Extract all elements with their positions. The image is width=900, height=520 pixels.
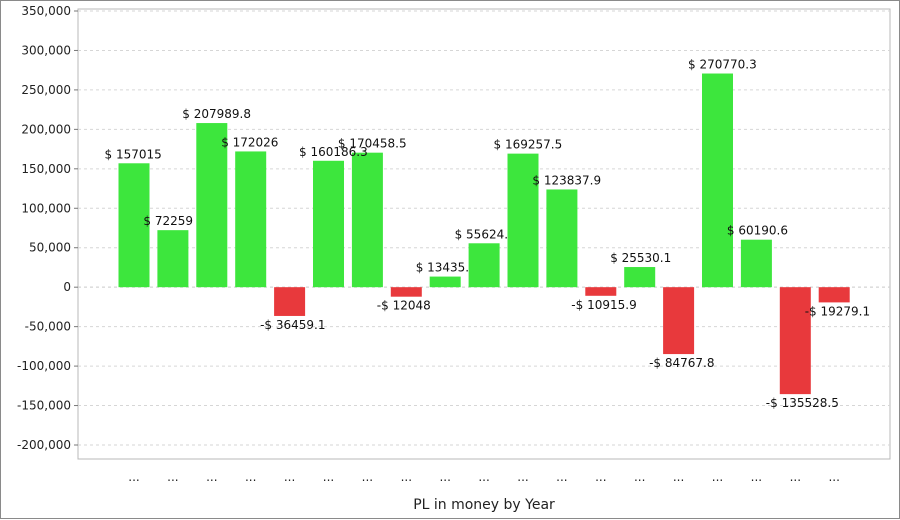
y-tick-label: -200,000	[17, 438, 71, 452]
y-tick-label: 200,000	[21, 122, 71, 136]
y-tick-label: 0	[63, 280, 71, 294]
bar[interactable]	[663, 287, 695, 355]
bar[interactable]	[740, 239, 772, 288]
y-tick-label: 250,000	[21, 83, 71, 97]
x-tick-label: ...	[556, 470, 567, 484]
x-tick-label: ...	[828, 470, 839, 484]
x-tick-label: ...	[284, 470, 295, 484]
data-label: -$ 84767.8	[649, 356, 714, 370]
x-tick-label: ...	[634, 470, 645, 484]
bar[interactable]	[624, 267, 656, 288]
data-label: $ 60190.6	[727, 224, 788, 238]
y-tick-label: 350,000	[21, 4, 71, 18]
bar[interactable]	[779, 287, 811, 395]
data-label: $ 207989.8	[182, 107, 251, 121]
y-tick-label: 150,000	[21, 162, 71, 176]
bar[interactable]	[818, 287, 850, 303]
bar[interactable]	[429, 276, 461, 288]
data-label: $ 170458.5	[338, 137, 407, 151]
x-tick-label: ...	[790, 470, 801, 484]
x-tick-label: ...	[673, 470, 684, 484]
bar[interactable]	[274, 287, 306, 316]
x-axis-title: PL in money by Year	[413, 497, 555, 513]
y-tick-label: 50,000	[29, 241, 71, 255]
data-label: -$ 19279.1	[805, 304, 870, 318]
y-tick-label: -150,000	[17, 399, 71, 413]
bar[interactable]	[546, 189, 578, 288]
data-label: $ 55624.	[455, 227, 508, 241]
bar[interactable]	[585, 287, 617, 296]
x-tick-label: ...	[478, 470, 489, 484]
data-label: $ 72259	[143, 214, 193, 228]
bar[interactable]	[702, 73, 733, 288]
bar[interactable]	[507, 153, 539, 288]
x-tick-label: ...	[439, 470, 450, 484]
bar[interactable]	[313, 160, 344, 288]
x-tick-label: ...	[362, 470, 373, 484]
x-tick-label: ...	[128, 470, 139, 484]
x-tick-label: ...	[595, 470, 606, 484]
bar[interactable]	[390, 287, 422, 297]
y-axis: 350,000 300,000 250,000 200,000 150,000 100,0…	[17, 4, 78, 452]
data-label: $ 157015	[105, 147, 162, 161]
bars	[118, 73, 850, 395]
data-label: $ 25530.1	[610, 251, 671, 265]
data-label: $ 123837.9	[532, 173, 601, 187]
x-tick-label: ...	[206, 470, 217, 484]
data-label: $ 160186.3	[299, 145, 368, 159]
y-tick-label: 300,000	[21, 43, 71, 57]
x-tick-label: ...	[167, 470, 178, 484]
x-tick-label: ...	[245, 470, 256, 484]
bar[interactable]	[351, 152, 383, 288]
x-axis: ........................................…	[128, 470, 840, 484]
x-tick-label: ...	[323, 470, 334, 484]
x-tick-label: ...	[712, 470, 723, 484]
bar[interactable]	[196, 123, 228, 288]
x-tick-label: ...	[751, 470, 762, 484]
x-tick-label: ...	[517, 470, 528, 484]
bar[interactable]	[157, 230, 189, 288]
bar[interactable]	[468, 243, 500, 288]
data-label: $ 169257.5	[494, 138, 563, 152]
data-label: -$ 10915.9	[571, 298, 636, 312]
data-label: -$ 135528.5	[766, 396, 839, 410]
x-tick-label: ...	[401, 470, 412, 484]
data-label: -$ 36459.1	[260, 318, 325, 332]
y-tick-label: -50,000	[25, 320, 71, 334]
data-labels: $ 157015 $ 72259 $ 207989.8 $ 172026 -$ 3645…	[105, 58, 871, 411]
data-label: -$ 12048	[377, 299, 431, 313]
bar[interactable]	[118, 163, 150, 288]
y-tick-label: 100,000	[21, 201, 71, 215]
bar[interactable]	[235, 151, 267, 288]
data-label: $ 270770.3	[688, 58, 757, 72]
y-tick-label: -100,000	[17, 359, 71, 373]
data-label: $ 172026	[221, 135, 278, 149]
data-label: $ 13435.	[416, 261, 469, 275]
